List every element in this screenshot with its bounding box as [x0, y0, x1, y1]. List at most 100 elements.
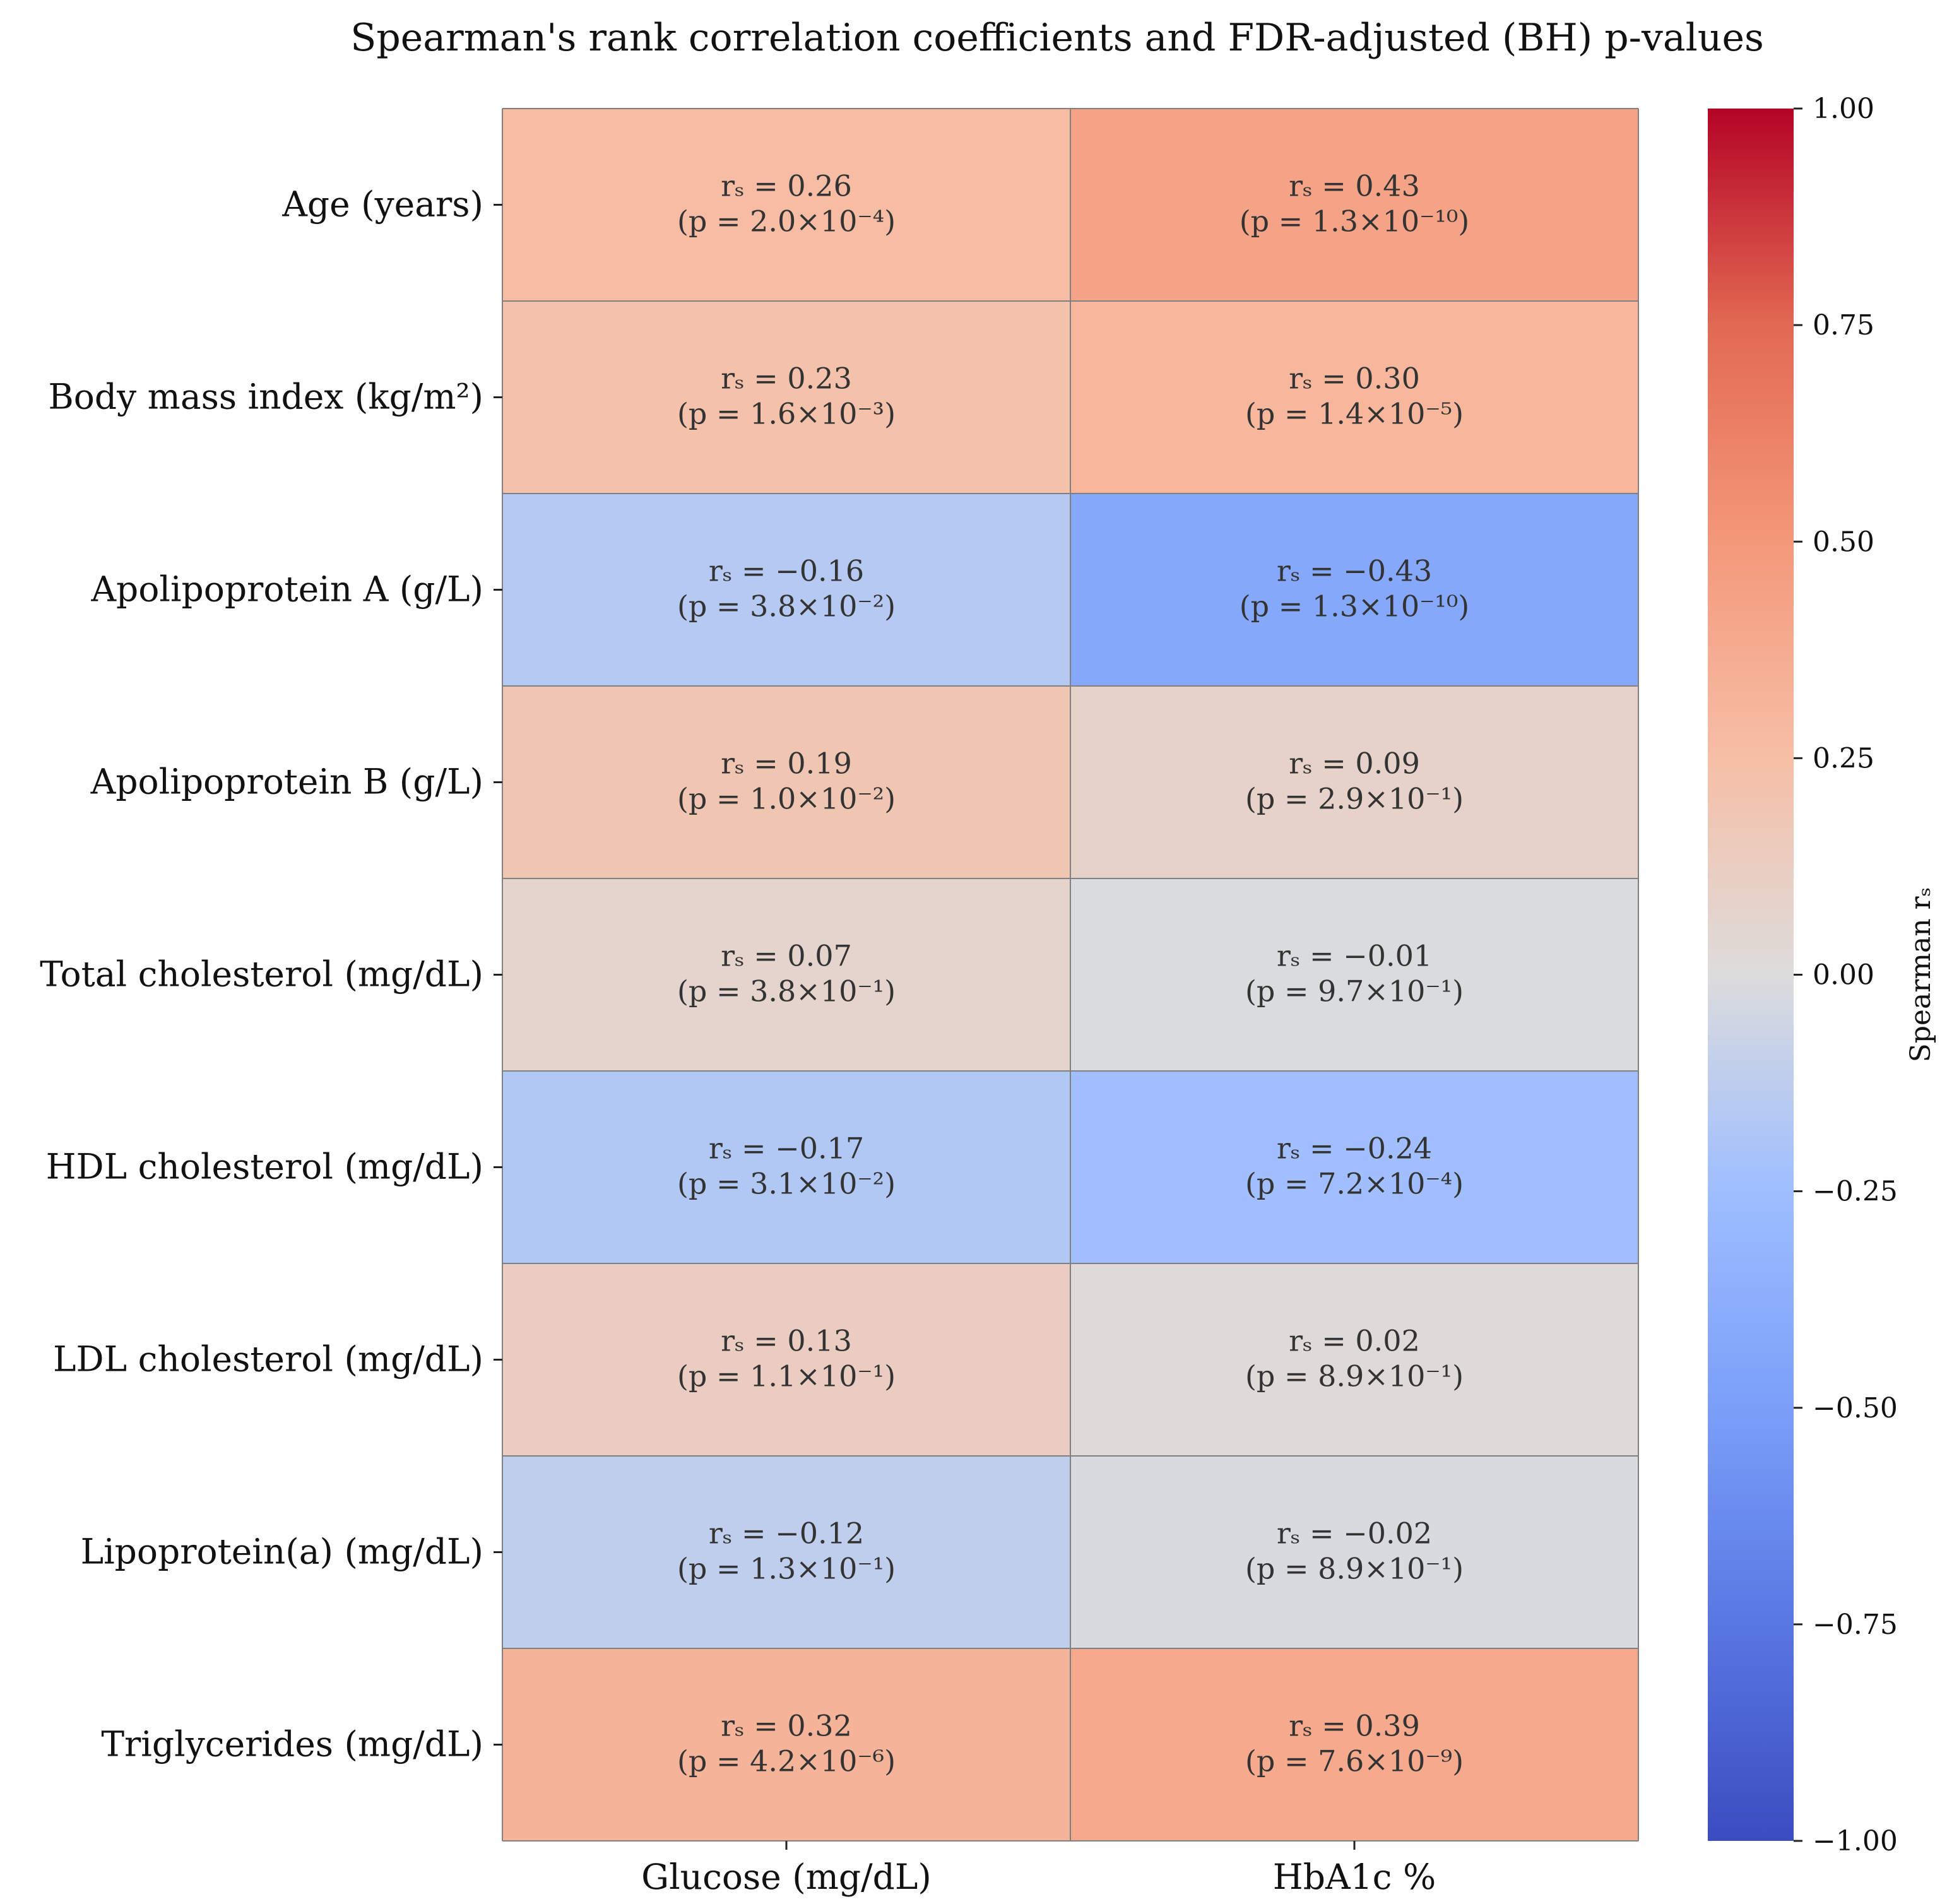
heatmap-cell-rect [502, 109, 1070, 301]
cell-coefficient-label: rₛ = 0.39 [1289, 1709, 1420, 1743]
row-label: HDL cholesterol (mg/dL) [46, 1147, 483, 1187]
heatmap-cell-rect [1070, 301, 1638, 494]
colorbar-gradient [1708, 109, 1794, 1841]
heatmap-cell: rₛ = 0.13(p = 1.1×10⁻¹) [502, 1263, 1070, 1456]
heatmap-cell: rₛ = −0.01(p = 9.7×10⁻¹) [1070, 878, 1638, 1071]
cell-pvalue-label: (p = 4.2×10⁻⁶) [677, 1744, 896, 1778]
cell-pvalue-label: (p = 3.8×10⁻¹) [677, 974, 896, 1008]
heatmap-cell-rect [502, 686, 1070, 878]
colorbar-tick-label: 0.25 [1813, 742, 1874, 774]
cell-coefficient-label: rₛ = −0.17 [709, 1132, 864, 1166]
heatmap-cell-rect [1070, 878, 1638, 1071]
cell-coefficient-label: rₛ = −0.02 [1277, 1517, 1432, 1551]
heatmap-cell-rect [1070, 686, 1638, 878]
colorbar-label: Spearman rₛ [1905, 887, 1937, 1063]
cell-coefficient-label: rₛ = −0.16 [709, 554, 864, 588]
heatmap-cell: rₛ = 0.43(p = 1.3×10⁻¹⁰) [1070, 109, 1638, 301]
heatmap-cell-rect [1070, 494, 1638, 686]
cell-pvalue-label: (p = 3.8×10⁻²) [677, 589, 896, 624]
cell-pvalue-label: (p = 1.3×10⁻¹⁰) [1240, 204, 1470, 239]
chart-title: Spearman's rank correlation coefficients… [350, 16, 1764, 60]
row-label: Apolipoprotein A (g/L) [90, 569, 483, 610]
heatmap-cell: rₛ = −0.17(p = 3.1×10⁻²) [502, 1071, 1070, 1263]
heatmap-cell-rect [1070, 1263, 1638, 1456]
heatmap-cell-rect [502, 494, 1070, 686]
column-label: HbA1c % [1273, 1857, 1436, 1897]
cell-coefficient-label: rₛ = −0.12 [709, 1517, 864, 1551]
cell-coefficient-label: rₛ = 0.19 [721, 747, 852, 781]
cell-pvalue-label: (p = 8.9×10⁻¹) [1245, 1552, 1464, 1586]
colorbar-tick-label: 1.00 [1813, 93, 1874, 125]
row-label: Triglycerides (mg/dL) [101, 1724, 483, 1765]
heatmap-cell: rₛ = −0.43(p = 1.3×10⁻¹⁰) [1070, 494, 1638, 686]
column-labels: Glucose (mg/dL) HbA1c % [641, 1841, 1436, 1897]
heatmap-cell: rₛ = 0.26(p = 2.0×10⁻⁴) [502, 109, 1070, 301]
heatmap-cell-rect [502, 301, 1070, 494]
heatmap-cell: rₛ = 0.07(p = 3.8×10⁻¹) [502, 878, 1070, 1071]
column-label: Glucose (mg/dL) [641, 1857, 932, 1897]
row-labels: Age (years) Body mass index (kg/m²) Apolip… [40, 184, 502, 1765]
cell-pvalue-label: (p = 9.7×10⁻¹) [1245, 974, 1464, 1008]
heatmap-cell-rect [1070, 1071, 1638, 1263]
colorbar-tick-label: −1.00 [1813, 1825, 1898, 1857]
colorbar-tick-label: −0.75 [1813, 1609, 1898, 1641]
cell-coefficient-label: rₛ = 0.23 [721, 362, 852, 396]
cell-coefficient-label: rₛ = −0.24 [1277, 1132, 1432, 1166]
cell-pvalue-label: (p = 7.2×10⁻⁴) [1245, 1167, 1464, 1201]
heatmap-cell: rₛ = −0.02(p = 8.9×10⁻¹) [1070, 1456, 1638, 1648]
heatmap-cell: rₛ = 0.32(p = 4.2×10⁻⁶) [502, 1648, 1070, 1841]
colorbar-tick-label: 0.00 [1813, 959, 1874, 991]
heatmap-cell: rₛ = 0.09(p = 2.9×10⁻¹) [1070, 686, 1638, 878]
heatmap-cell: rₛ = 0.02(p = 8.9×10⁻¹) [1070, 1263, 1638, 1456]
heatmap-cell-rect [1070, 1648, 1638, 1841]
heatmap-cell-rect [502, 1456, 1070, 1648]
cell-coefficient-label: rₛ = 0.43 [1289, 169, 1420, 203]
cell-pvalue-label: (p = 8.9×10⁻¹) [1245, 1359, 1464, 1393]
cell-pvalue-label: (p = 2.9×10⁻¹) [1245, 782, 1464, 816]
cell-coefficient-label: rₛ = −0.01 [1277, 939, 1432, 973]
cell-coefficient-label: rₛ = 0.07 [721, 939, 852, 973]
row-label: Lipoprotein(a) (mg/dL) [81, 1532, 483, 1572]
cell-pvalue-label: (p = 3.1×10⁻²) [677, 1167, 896, 1201]
colorbar-tick-label: 0.50 [1813, 526, 1874, 558]
heatmap-cell: rₛ = −0.24(p = 7.2×10⁻⁴) [1070, 1071, 1638, 1263]
colorbar: 1.00 0.75 0.50 0.25 0.00 −0.25 −0.50 −0.75 −1.00… [1708, 93, 1937, 1857]
cell-coefficient-label: rₛ = 0.30 [1289, 362, 1420, 396]
cell-coefficient-label: rₛ = 0.13 [721, 1324, 852, 1358]
heatmap-cells: rₛ = 0.26(p = 2.0×10⁻⁴)rₛ = 0.43(p = 1.3… [502, 109, 1638, 1841]
heatmap-cell-rect [502, 1263, 1070, 1456]
cell-coefficient-label: rₛ = 0.09 [1289, 747, 1420, 781]
colorbar-tick-label: −0.50 [1813, 1392, 1898, 1424]
cell-pvalue-label: (p = 1.0×10⁻²) [677, 782, 896, 816]
heatmap-cell: rₛ = 0.19(p = 1.0×10⁻²) [502, 686, 1070, 878]
colorbar-ticks: 1.00 0.75 0.50 0.25 0.00 −0.25 −0.50 −0.75 −1.00 [1794, 93, 1898, 1857]
heatmap-cell-rect [502, 1648, 1070, 1841]
heatmap-cell-rect [1070, 109, 1638, 301]
cell-pvalue-label: (p = 1.3×10⁻¹) [677, 1552, 896, 1586]
row-label: Age (years) [281, 184, 483, 225]
colorbar-tick-label: 0.75 [1813, 309, 1874, 341]
cell-coefficient-label: rₛ = 0.02 [1289, 1324, 1420, 1358]
cell-pvalue-label: (p = 1.3×10⁻¹⁰) [1240, 589, 1470, 624]
heatmap-cell: rₛ = 0.39(p = 7.6×10⁻⁹) [1070, 1648, 1638, 1841]
heatmap-cell: rₛ = −0.12(p = 1.3×10⁻¹) [502, 1456, 1070, 1648]
cell-coefficient-label: rₛ = 0.26 [721, 169, 852, 203]
cell-pvalue-label: (p = 1.1×10⁻¹) [677, 1359, 896, 1393]
heatmap-cell-rect [502, 878, 1070, 1071]
cell-coefficient-label: rₛ = 0.32 [721, 1709, 852, 1743]
row-label: Total cholesterol (mg/dL) [40, 954, 483, 995]
row-label: Body mass index (kg/m²) [48, 377, 483, 417]
heatmap-cell: rₛ = −0.16(p = 3.8×10⁻²) [502, 494, 1070, 686]
row-label: Apolipoprotein B (g/L) [90, 762, 483, 802]
cell-pvalue-label: (p = 7.6×10⁻⁹) [1245, 1744, 1464, 1778]
cell-coefficient-label: rₛ = −0.43 [1277, 554, 1432, 588]
colorbar-tick-label: −0.25 [1813, 1176, 1898, 1208]
heatmap-cell-rect [502, 1071, 1070, 1263]
heatmap-cell-rect [1070, 1456, 1638, 1648]
cell-pvalue-label: (p = 1.6×10⁻³) [677, 397, 896, 431]
cell-pvalue-label: (p = 2.0×10⁻⁴) [677, 204, 896, 239]
row-label: LDL cholesterol (mg/dL) [53, 1339, 483, 1380]
heatmap-cell: rₛ = 0.23(p = 1.6×10⁻³) [502, 301, 1070, 494]
heatmap-cell: rₛ = 0.30(p = 1.4×10⁻⁵) [1070, 301, 1638, 494]
